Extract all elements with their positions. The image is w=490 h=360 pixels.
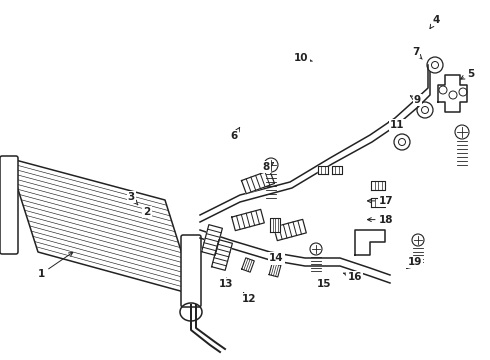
Polygon shape bbox=[242, 170, 274, 194]
FancyBboxPatch shape bbox=[0, 156, 18, 254]
Text: 7: 7 bbox=[412, 47, 422, 59]
Text: 10: 10 bbox=[294, 53, 312, 63]
Text: 4: 4 bbox=[430, 15, 440, 28]
Text: 5: 5 bbox=[461, 69, 474, 79]
Polygon shape bbox=[242, 258, 254, 272]
Text: 6: 6 bbox=[231, 127, 240, 141]
Polygon shape bbox=[212, 240, 232, 270]
Text: 11: 11 bbox=[389, 120, 404, 130]
Polygon shape bbox=[355, 230, 385, 255]
Polygon shape bbox=[274, 219, 306, 240]
Text: 13: 13 bbox=[219, 278, 234, 289]
Polygon shape bbox=[332, 166, 342, 174]
Text: 2: 2 bbox=[144, 207, 150, 218]
Text: 1: 1 bbox=[38, 252, 73, 279]
Polygon shape bbox=[8, 158, 195, 295]
Text: 3: 3 bbox=[128, 192, 138, 205]
Polygon shape bbox=[201, 225, 222, 255]
Polygon shape bbox=[270, 218, 280, 232]
Polygon shape bbox=[269, 263, 281, 277]
Polygon shape bbox=[438, 75, 467, 112]
Text: 15: 15 bbox=[317, 279, 332, 289]
Text: 16: 16 bbox=[343, 272, 362, 282]
Text: 12: 12 bbox=[242, 293, 256, 304]
Polygon shape bbox=[371, 198, 385, 207]
Polygon shape bbox=[318, 166, 328, 174]
Text: 14: 14 bbox=[269, 253, 284, 265]
Text: 8: 8 bbox=[263, 162, 273, 172]
Text: 19: 19 bbox=[407, 257, 422, 269]
Polygon shape bbox=[232, 210, 264, 231]
Text: 18: 18 bbox=[368, 215, 393, 225]
Polygon shape bbox=[371, 180, 385, 189]
Text: 9: 9 bbox=[410, 95, 421, 105]
FancyBboxPatch shape bbox=[181, 235, 201, 307]
Text: 17: 17 bbox=[368, 196, 393, 206]
